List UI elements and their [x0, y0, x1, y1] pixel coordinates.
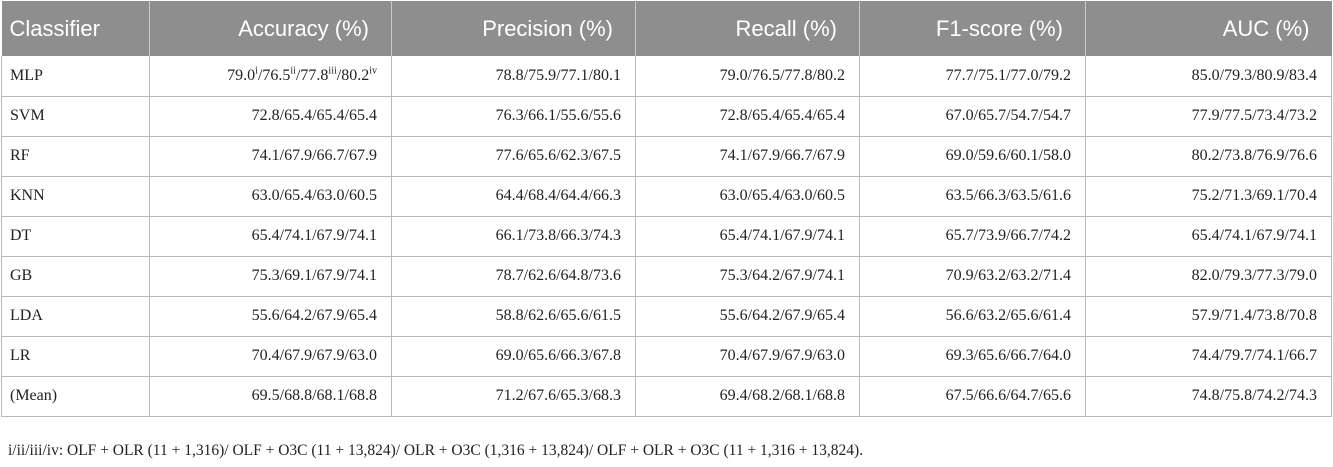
- cell-recall: 79.0/76.5/77.8/80.2: [635, 56, 860, 96]
- accuracy-value-2: /76.5: [257, 66, 291, 84]
- accuracy-value-3: /77.8: [295, 66, 329, 84]
- cell-f1-score: 65.7/73.9/66.7/74.2: [859, 215, 1086, 256]
- cell-auc: 74.4/79.7/74.1/66.7: [1085, 335, 1332, 376]
- cell-precision: 58.8/62.6/65.6/61.5: [391, 295, 636, 336]
- cell-recall: 70.4/67.9/67.9/63.0: [635, 335, 860, 376]
- superscript-marker: iv: [369, 65, 377, 77]
- cell-precision: 71.2/67.6/65.3/68.3: [391, 375, 636, 417]
- cell-classifier: GB: [1, 255, 150, 296]
- cell-accuracy: 63.0/65.4/63.0/60.5: [149, 175, 392, 216]
- cell-precision: 76.3/66.1/55.6/55.6: [391, 95, 636, 136]
- cell-classifier: MLP: [1, 56, 150, 96]
- table-row: GB 75.3/69.1/67.9/74.1 78.7/62.6/64.8/73…: [1, 255, 1332, 296]
- cell-precision: 66.1/73.8/66.3/74.3: [391, 215, 636, 256]
- cell-accuracy: 79.0i/76.5ii/77.8iii/80.2iv: [149, 56, 392, 96]
- cell-classifier: DT: [1, 215, 150, 256]
- table-body: MLP 79.0i/76.5ii/77.8iii/80.2iv 78.8/75.…: [1, 56, 1332, 417]
- cell-precision: 69.0/65.6/66.3/67.8: [391, 335, 636, 376]
- cell-recall: 55.6/64.2/67.9/65.4: [635, 295, 860, 336]
- cell-recall: 69.4/68.2/68.1/68.8: [635, 375, 860, 417]
- table-row: (Mean) 69.5/68.8/68.1/68.8 71.2/67.6/65.…: [1, 375, 1332, 417]
- table-row: MLP 79.0i/76.5ii/77.8iii/80.2iv 78.8/75.…: [1, 56, 1332, 96]
- cell-accuracy: 70.4/67.9/67.9/63.0: [149, 335, 392, 376]
- cell-auc: 74.8/75.8/74.2/74.3: [1085, 375, 1332, 417]
- header-classifier: Classifier: [1, 1, 150, 56]
- cell-f1-score: 70.9/63.2/63.2/71.4: [859, 255, 1086, 296]
- cell-recall: 63.0/65.4/63.0/60.5: [635, 175, 860, 216]
- header-f1-score: F1-score (%): [859, 1, 1086, 56]
- cell-classifier: LR: [1, 335, 150, 376]
- cell-classifier: SVM: [1, 95, 150, 136]
- cell-f1-score: 67.5/66.6/64.7/65.6: [859, 375, 1086, 417]
- table-row: DT 65.4/74.1/67.9/74.1 66.1/73.8/66.3/74…: [1, 215, 1332, 256]
- cell-classifier: LDA: [1, 295, 150, 336]
- results-table-container: Classifier Accuracy (%) Precision (%) Re…: [1, 1, 1332, 417]
- cell-auc: 85.0/79.3/80.9/83.4: [1085, 56, 1332, 96]
- cell-accuracy: 65.4/74.1/67.9/74.1: [149, 215, 392, 256]
- header-row: Classifier Accuracy (%) Precision (%) Re…: [1, 1, 1332, 56]
- table-row: LDA 55.6/64.2/67.9/65.4 58.8/62.6/65.6/6…: [1, 295, 1332, 336]
- table-row: RF 74.1/67.9/66.7/67.9 77.6/65.6/62.3/67…: [1, 135, 1332, 176]
- cell-auc: 75.2/71.3/69.1/70.4: [1085, 175, 1332, 216]
- table-row: LR 70.4/67.9/67.9/63.0 69.0/65.6/66.3/67…: [1, 335, 1332, 376]
- cell-precision: 64.4/68.4/64.4/66.3: [391, 175, 636, 216]
- cell-f1-score: 56.6/63.2/65.6/61.4: [859, 295, 1086, 336]
- cell-accuracy: 75.3/69.1/67.9/74.1: [149, 255, 392, 296]
- cell-f1-score: 69.3/65.6/66.7/64.0: [859, 335, 1086, 376]
- header-accuracy: Accuracy (%): [149, 1, 392, 56]
- cell-precision: 77.6/65.6/62.3/67.5: [391, 135, 636, 176]
- header-auc: AUC (%): [1222, 15, 1310, 41]
- cell-accuracy: 74.1/67.9/66.7/67.9: [149, 135, 392, 176]
- header-recall: Recall (%): [635, 1, 860, 56]
- cell-classifier: RF: [1, 135, 150, 176]
- cell-classifier: (Mean): [1, 375, 150, 417]
- accuracy-value-1: 79.0: [227, 66, 256, 84]
- table-row: SVM 72.8/65.4/65.4/65.4 76.3/66.1/55.6/5…: [1, 95, 1332, 136]
- cell-f1-score: 63.5/66.3/63.5/61.6: [859, 175, 1086, 216]
- cell-recall: 75.3/64.2/67.9/74.1: [635, 255, 860, 296]
- superscript-marker: ii: [290, 65, 296, 77]
- cell-f1-score: 67.0/65.7/54.7/54.7: [859, 95, 1086, 136]
- classifier-results-table: Classifier Accuracy (%) Precision (%) Re…: [1, 1, 1332, 417]
- cell-precision: 78.8/75.9/77.1/80.1: [391, 56, 636, 96]
- cell-accuracy: 55.6/64.2/67.9/65.4: [149, 295, 392, 336]
- cell-classifier: KNN: [1, 175, 150, 216]
- cell-f1-score: 77.7/75.1/77.0/79.2: [859, 56, 1086, 96]
- cell-recall: 72.8/65.4/65.4/65.4: [635, 95, 860, 136]
- superscript-marker: iii: [328, 65, 337, 77]
- cell-auc: 82.0/79.3/77.3/79.0: [1085, 255, 1332, 296]
- header-precision: Precision (%): [391, 1, 636, 56]
- cell-precision: 78.7/62.6/64.8/73.6: [391, 255, 636, 296]
- superscript-marker: i: [255, 65, 258, 77]
- cell-accuracy: 72.8/65.4/65.4/65.4: [149, 95, 392, 136]
- cell-recall: 74.1/67.9/66.7/67.9: [635, 135, 860, 176]
- cell-auc: 80.2/73.8/76.9/76.6: [1085, 135, 1332, 176]
- cell-f1-score: 69.0/59.6/60.1/58.0: [859, 135, 1086, 176]
- cell-auc: 65.4/74.1/67.9/74.1: [1085, 215, 1332, 256]
- cell-auc: 57.9/71.4/73.8/70.8: [1085, 295, 1332, 336]
- cell-accuracy: 69.5/68.8/68.1/68.8: [149, 375, 392, 417]
- cell-recall: 65.4/74.1/67.9/74.1: [635, 215, 860, 256]
- table-header: Classifier Accuracy (%) Precision (%) Re…: [1, 1, 1332, 56]
- accuracy-value-4: /80.2: [336, 66, 370, 84]
- table-footnote: i/ii/iii/iv: OLF + OLR (11 + 1,316)/ OLF…: [8, 442, 864, 459]
- table-row: KNN 63.0/65.4/63.0/60.5 64.4/68.4/64.4/6…: [1, 175, 1332, 216]
- cell-auc: 77.9/77.5/73.4/73.2: [1085, 95, 1332, 136]
